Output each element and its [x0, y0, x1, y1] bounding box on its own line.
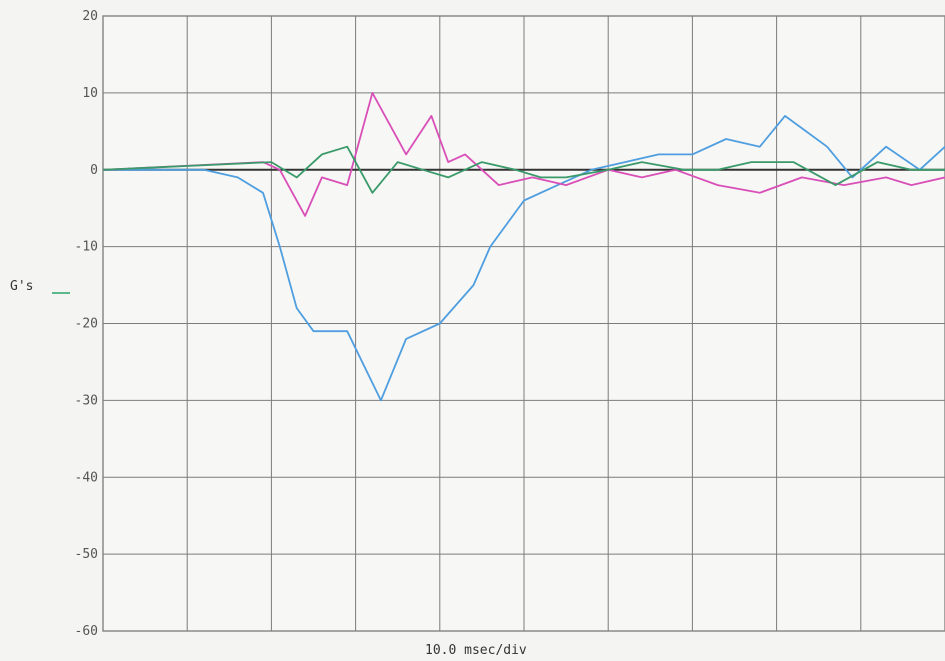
series-line-3 [102, 145, 945, 194]
series-line-1 [103, 115, 945, 402]
y-tick-label: -10 [75, 240, 98, 255]
y-tick-label: -50 [75, 547, 98, 562]
y-tick-label: 20 [82, 9, 98, 24]
y-tick-label: -30 [75, 393, 98, 408]
x-axis-label: 10.0 msec/div [425, 643, 527, 658]
y-axis-label: G's [10, 279, 33, 294]
y-tick-label: -40 [75, 470, 98, 485]
y-tick-label: 10 [82, 86, 98, 101]
y-tick-label: 0 [90, 163, 98, 178]
series-group [102, 92, 945, 402]
y-tick-label: -60 [75, 624, 98, 639]
grid [103, 16, 945, 631]
y-tick-labels: 20 10 0 -10 -20 -30 -40 -50 -60 [75, 9, 98, 639]
series-line-2 [102, 92, 945, 217]
y-tick-label: -20 [75, 317, 98, 332]
